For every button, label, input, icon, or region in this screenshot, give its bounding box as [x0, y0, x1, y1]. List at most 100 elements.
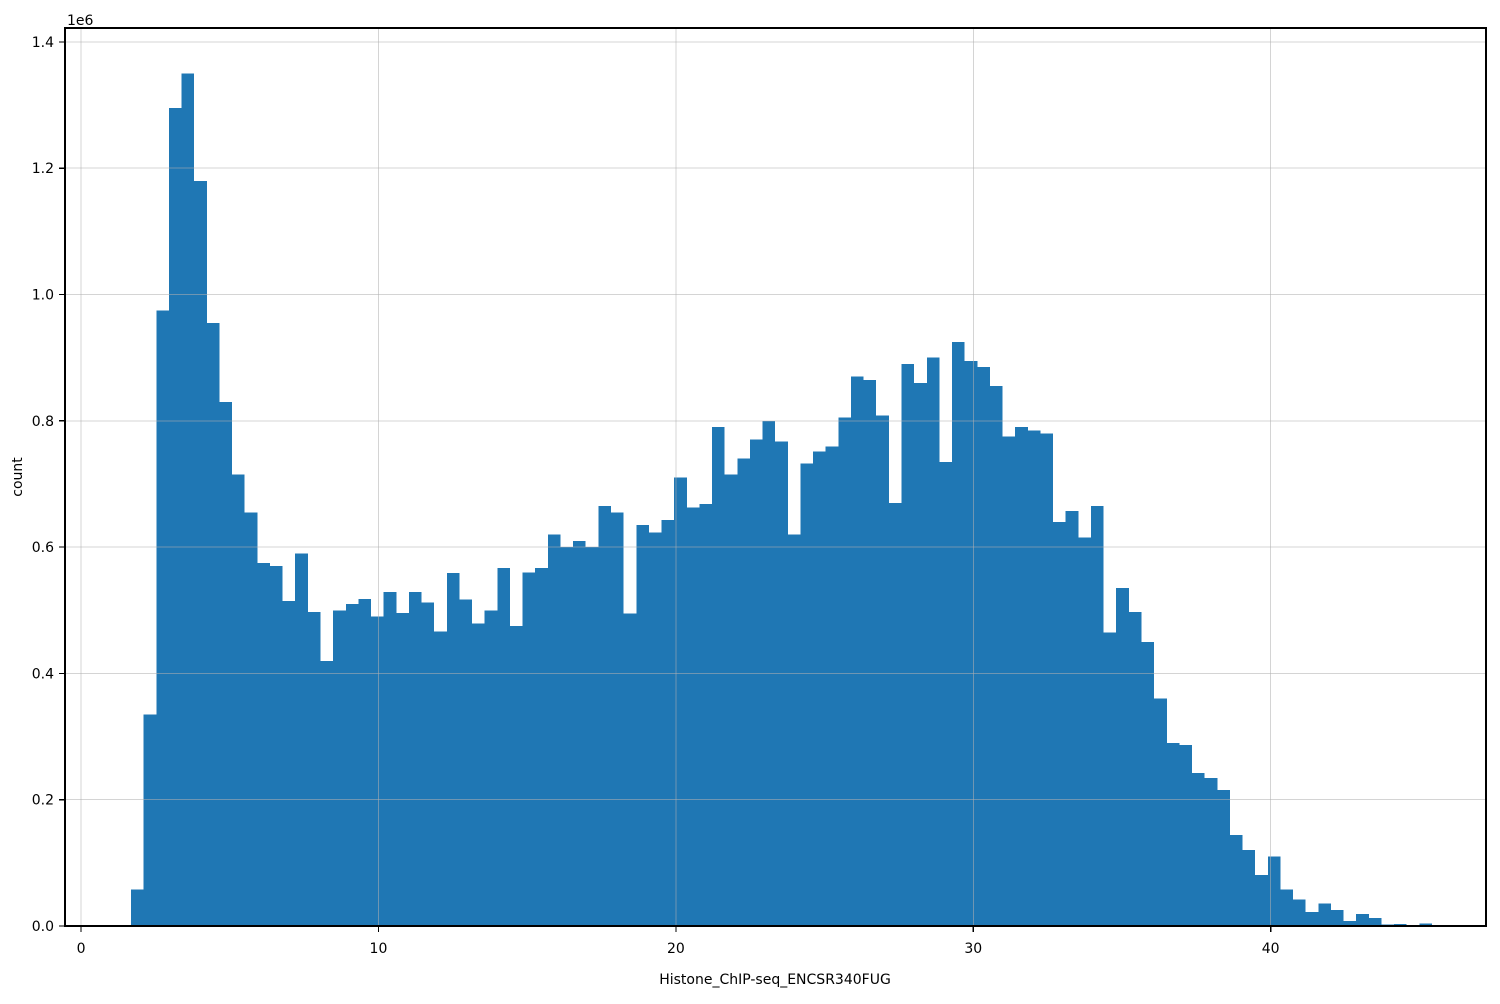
histogram-bar: [484, 610, 498, 926]
histogram-bar: [1204, 778, 1218, 926]
histogram-bar: [749, 439, 763, 926]
histogram-bar: [636, 524, 649, 926]
tick-labels-group: 0 10 20 30 40 0.0 0.2 0.4 0.6 0.8 1.0 1.2 1.4: [32, 35, 1280, 957]
histogram-bar: [863, 379, 877, 926]
histogram-bar: [1166, 742, 1180, 926]
x-tick-label: 30: [964, 941, 982, 957]
histogram-bar: [1242, 850, 1256, 926]
histogram-bar: [1116, 588, 1129, 926]
histogram-bar: [1002, 436, 1016, 926]
histogram-bar: [585, 547, 599, 926]
histogram-bar: [434, 631, 447, 926]
histogram-bar: [1141, 641, 1155, 926]
histogram-bar: [914, 382, 927, 926]
histogram-bar: [232, 474, 245, 926]
histogram-bar: [1419, 923, 1432, 926]
histogram-bar: [257, 562, 270, 926]
histogram-bar: [1368, 917, 1382, 926]
histogram-bar: [1330, 910, 1344, 926]
histogram-bar: [737, 458, 750, 926]
histogram-bar: [1280, 889, 1294, 926]
x-tick-label: 20: [667, 941, 685, 957]
histogram-bar: [1065, 511, 1079, 926]
histogram-bar: [724, 474, 738, 926]
histogram-bar: [1053, 521, 1066, 926]
y-axis-offset-label: 1e6: [67, 13, 94, 29]
histogram-bar: [1255, 874, 1268, 926]
histogram-bar: [396, 612, 409, 926]
histogram-bar: [535, 567, 548, 926]
histogram-bar: [320, 660, 334, 926]
histogram-bar: [1078, 537, 1091, 926]
histogram-bar: [989, 386, 1003, 926]
histogram-bar: [1293, 899, 1306, 926]
histogram-bar: [131, 889, 144, 926]
histogram-bar: [623, 613, 637, 926]
histogram-bar: [1192, 773, 1205, 926]
histogram-bar: [547, 534, 561, 926]
histogram-bar: [1217, 790, 1230, 926]
histogram-bar: [244, 512, 258, 926]
y-tick-label: 0.8: [32, 414, 54, 430]
histogram-bar: [1090, 506, 1104, 926]
histogram-bar: [1318, 903, 1331, 926]
histogram-bar: [964, 360, 978, 926]
y-axis-label: count: [10, 457, 26, 497]
y-tick-label: 0.4: [32, 666, 54, 682]
y-tick-label: 0.0: [32, 919, 54, 935]
histogram-bar: [206, 322, 220, 926]
histogram-bar: [459, 599, 473, 926]
histogram-bar: [1103, 632, 1117, 926]
plot-border: [64, 27, 1487, 927]
histogram-bar: [168, 108, 182, 926]
y-tick-label: 0.6: [32, 540, 54, 556]
histogram-bar: [850, 376, 864, 927]
histogram-bar: [282, 600, 296, 926]
axes-spines: [64, 27, 1487, 927]
histogram-bar: [1154, 698, 1167, 926]
histogram-bar: [838, 417, 851, 926]
x-axis-label: Histone_ChIP-seq_ENCSR340FUG: [659, 972, 891, 988]
y-tick-label: 0.2: [32, 793, 54, 809]
histogram-bar: [194, 180, 207, 926]
histogram-bar: [876, 415, 889, 926]
histogram-bar: [219, 401, 233, 927]
histogram-bar: [333, 610, 346, 926]
histogram-bar: [1229, 835, 1243, 926]
histogram-bar: [901, 363, 915, 927]
histogram-bar: [610, 512, 624, 926]
histogram-bar: [661, 519, 675, 926]
tick-marks-group: [59, 41, 1272, 932]
histogram-bar: [1267, 856, 1281, 926]
y-tick-label: 1.4: [32, 35, 54, 51]
histogram-bar: [1179, 744, 1193, 926]
histogram-bar: [497, 567, 510, 926]
histogram-bar: [472, 623, 485, 926]
histogram-bar: [560, 547, 574, 926]
histogram-bar: [307, 612, 321, 926]
histogram-bar: [1027, 430, 1041, 926]
histogram-bar: [787, 534, 801, 926]
histogram-bar: [371, 616, 384, 926]
histogram-bar: [775, 441, 788, 926]
histogram-bar: [509, 626, 523, 926]
histogram-bar: [674, 477, 687, 926]
y-tick-label: 1.2: [32, 161, 54, 177]
histogram-bar: [813, 451, 826, 926]
histogram-bar: [686, 507, 700, 926]
histogram-bar: [1015, 427, 1028, 926]
histogram-bar: [1356, 914, 1369, 926]
x-tick-label: 10: [370, 941, 388, 957]
histogram-bar: [825, 446, 839, 926]
histogram-bar: [143, 714, 157, 926]
histogram-bar: [573, 540, 586, 926]
histogram-bar: [358, 598, 372, 926]
y-tick-label: 1.0: [32, 288, 54, 304]
histogram-bar: [1343, 920, 1357, 926]
histogram-bar: [1040, 433, 1054, 926]
histogram-bar: [712, 427, 725, 926]
x-tick-label: 0: [77, 941, 86, 957]
histogram-bar: [1128, 612, 1142, 926]
x-tick-label: 40: [1262, 941, 1280, 957]
